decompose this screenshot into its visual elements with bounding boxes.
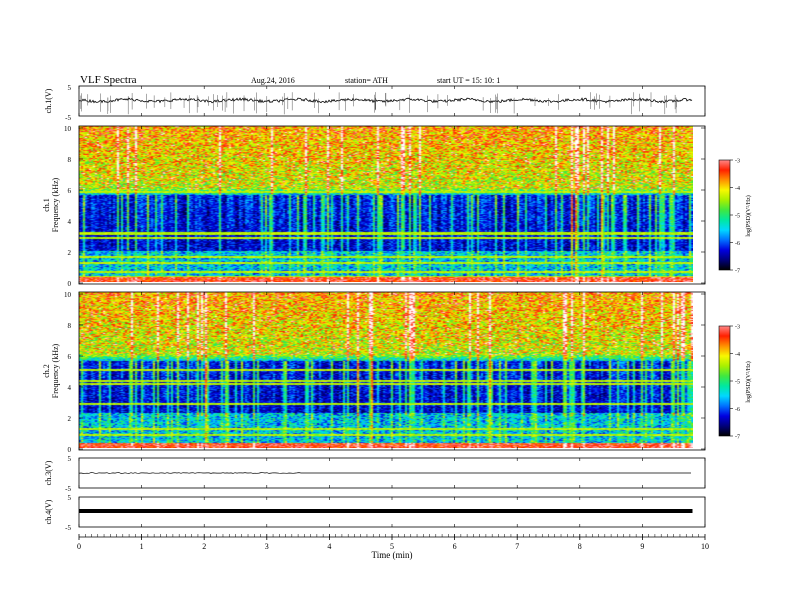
colorbar-tick-label: -5 bbox=[735, 214, 740, 220]
ch2-frequency-ticks: 0 2 4 6 8 10 bbox=[64, 291, 705, 454]
ch4-x-ticks bbox=[78, 497, 706, 527]
ch1-frequency-ticks: 0 2 4 6 8 10 bbox=[64, 125, 705, 288]
ch1-ytick-top: 5 bbox=[68, 84, 72, 92]
figure-title: VLF Spectra bbox=[80, 74, 137, 86]
ch2-colorbar-ticks: -3 -4 -5 -6 -7 bbox=[730, 325, 740, 441]
freq-tick-label: 2 bbox=[68, 249, 72, 257]
time-tick-label: 7 bbox=[515, 542, 519, 551]
freq-tick-label: 6 bbox=[68, 353, 72, 361]
ch3-trace bbox=[78, 472, 691, 474]
time-tick-label: 9 bbox=[640, 542, 644, 551]
time-tick-label: 5 bbox=[390, 542, 394, 551]
time-tick-label: 3 bbox=[265, 542, 269, 551]
ch3-ytick-bottom: -5 bbox=[65, 485, 71, 493]
ch1-ylabel: ch.1(V) bbox=[44, 88, 53, 113]
freq-tick-label: 2 bbox=[68, 415, 72, 423]
ch1-colorbar-label: log(PSD)(V²/Hz) bbox=[745, 195, 752, 236]
ch1-waveform-panel: 5 -5 ch.1(V) bbox=[44, 84, 706, 122]
colorbar-tick-label: -4 bbox=[735, 186, 740, 192]
ch1-trace bbox=[79, 92, 693, 115]
ch2-frequency-label: Frequency (kHz) bbox=[51, 343, 60, 398]
ch3-waveform-panel: 5 -5 ch.3(V) bbox=[44, 455, 706, 493]
time-tick-label: 8 bbox=[578, 542, 582, 551]
ch4-ytick-bottom: -5 bbox=[65, 524, 71, 532]
ch2-channel-label: ch.2 bbox=[42, 364, 51, 378]
ch1-spectrogram-x-ticks bbox=[78, 126, 706, 284]
ch4-waveform-panel: 5 -5 ch.4(V) bbox=[44, 494, 706, 532]
colorbar-tick-label: -3 bbox=[735, 325, 740, 331]
ch2-colorbar-label: log(PSD)(V²/Hz) bbox=[745, 361, 752, 402]
freq-tick-label: 8 bbox=[68, 322, 72, 330]
time-tick-label: 2 bbox=[202, 542, 206, 551]
ch1-frequency-label: Frequency (kHz) bbox=[51, 177, 60, 232]
ch1-spectrogram-panel: 0 2 4 6 8 10 ch.1 Frequency (kHz) bbox=[42, 125, 706, 288]
freq-tick-label: 0 bbox=[68, 446, 72, 454]
ch3-ylabel: ch.3(V) bbox=[44, 460, 53, 485]
colorbar-tick-label: -7 bbox=[735, 435, 740, 441]
colorbar-tick-label: -6 bbox=[735, 407, 740, 413]
start-time-label: start UT = 15: 10: 1 bbox=[437, 76, 500, 85]
ch1-spectrogram-image bbox=[79, 126, 693, 282]
ch1-x-ticks bbox=[78, 86, 706, 116]
time-tick-label: 1 bbox=[140, 542, 144, 551]
ch2-spectrogram-x-ticks bbox=[78, 292, 706, 450]
date-label: Aug.24, 2016 bbox=[251, 76, 295, 85]
ch2-colorbar: -3 -4 -5 -6 -7 log(PSD)(V²/Hz) bbox=[718, 325, 752, 441]
freq-tick-label: 4 bbox=[68, 218, 72, 226]
time-tick-label: 10 bbox=[701, 542, 709, 551]
time-axis: 0 1 2 3 4 5 6 7 8 9 10 bbox=[77, 534, 709, 551]
ch1-channel-label: ch.1 bbox=[42, 198, 51, 212]
ch4-ylabel: ch.4(V) bbox=[44, 499, 53, 524]
ch4-ytick-top: 5 bbox=[68, 494, 72, 502]
freq-tick-label: 0 bbox=[68, 280, 72, 288]
ch1-ytick-bottom: -5 bbox=[65, 114, 71, 122]
station-label: station= ATH bbox=[345, 76, 388, 85]
freq-tick-label: 10 bbox=[64, 291, 72, 299]
ch1-colorbar-gradient bbox=[718, 159, 731, 271]
colorbar-tick-label: -5 bbox=[735, 380, 740, 386]
ch1-colorbar: -3 -4 -5 -6 -7 log(PSD)(V²/Hz) bbox=[718, 159, 752, 275]
ch3-ytick-top: 5 bbox=[68, 455, 72, 463]
freq-tick-label: 8 bbox=[68, 156, 72, 164]
time-tick-label: 6 bbox=[453, 542, 457, 551]
colorbar-tick-label: -7 bbox=[735, 269, 740, 275]
ch2-spectrogram-panel: 0 2 4 6 8 10 ch.2 Frequency (kHz) bbox=[42, 291, 706, 454]
freq-tick-label: 6 bbox=[68, 187, 72, 195]
time-tick-label: 4 bbox=[327, 542, 331, 551]
freq-tick-label: 10 bbox=[64, 125, 72, 133]
time-tick-label: 0 bbox=[77, 542, 81, 551]
freq-tick-label: 4 bbox=[68, 384, 72, 392]
ch3-x-ticks bbox=[78, 458, 706, 488]
ch2-spectrogram-image bbox=[79, 292, 693, 448]
colorbar-tick-label: -4 bbox=[735, 352, 740, 358]
colorbar-tick-label: -3 bbox=[735, 159, 740, 165]
ch1-colorbar-ticks: -3 -4 -5 -6 -7 bbox=[730, 159, 740, 275]
ch2-colorbar-gradient bbox=[718, 325, 731, 437]
time-axis-label: Time (min) bbox=[372, 550, 413, 560]
ch4-trace bbox=[79, 509, 693, 513]
colorbar-tick-label: -6 bbox=[735, 241, 740, 247]
